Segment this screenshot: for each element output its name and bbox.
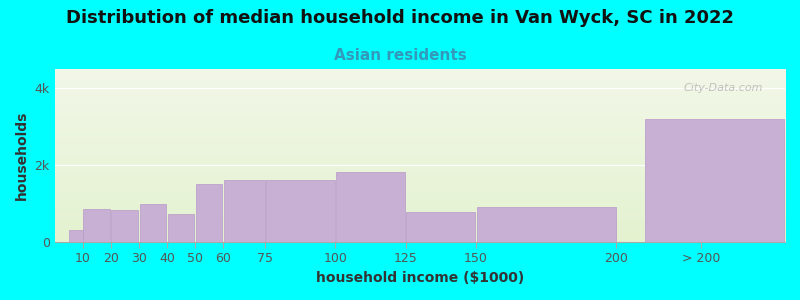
X-axis label: household income ($1000): household income ($1000) (316, 271, 524, 285)
Text: Distribution of median household income in Van Wyck, SC in 2022: Distribution of median household income … (66, 9, 734, 27)
Bar (70, 230, 96, 242)
Bar (168, 214, 194, 242)
Text: City-Data.com: City-Data.com (683, 83, 763, 93)
Bar (266, 180, 334, 242)
Text: Asian residents: Asian residents (334, 48, 466, 63)
Bar (406, 212, 475, 242)
Bar (224, 180, 265, 242)
Y-axis label: households: households (15, 111, 29, 200)
Bar (139, 204, 166, 242)
Bar (196, 184, 222, 242)
Bar (111, 210, 138, 242)
Bar (477, 207, 616, 242)
Bar (83, 209, 110, 242)
Bar (336, 172, 405, 242)
Bar (646, 119, 784, 242)
